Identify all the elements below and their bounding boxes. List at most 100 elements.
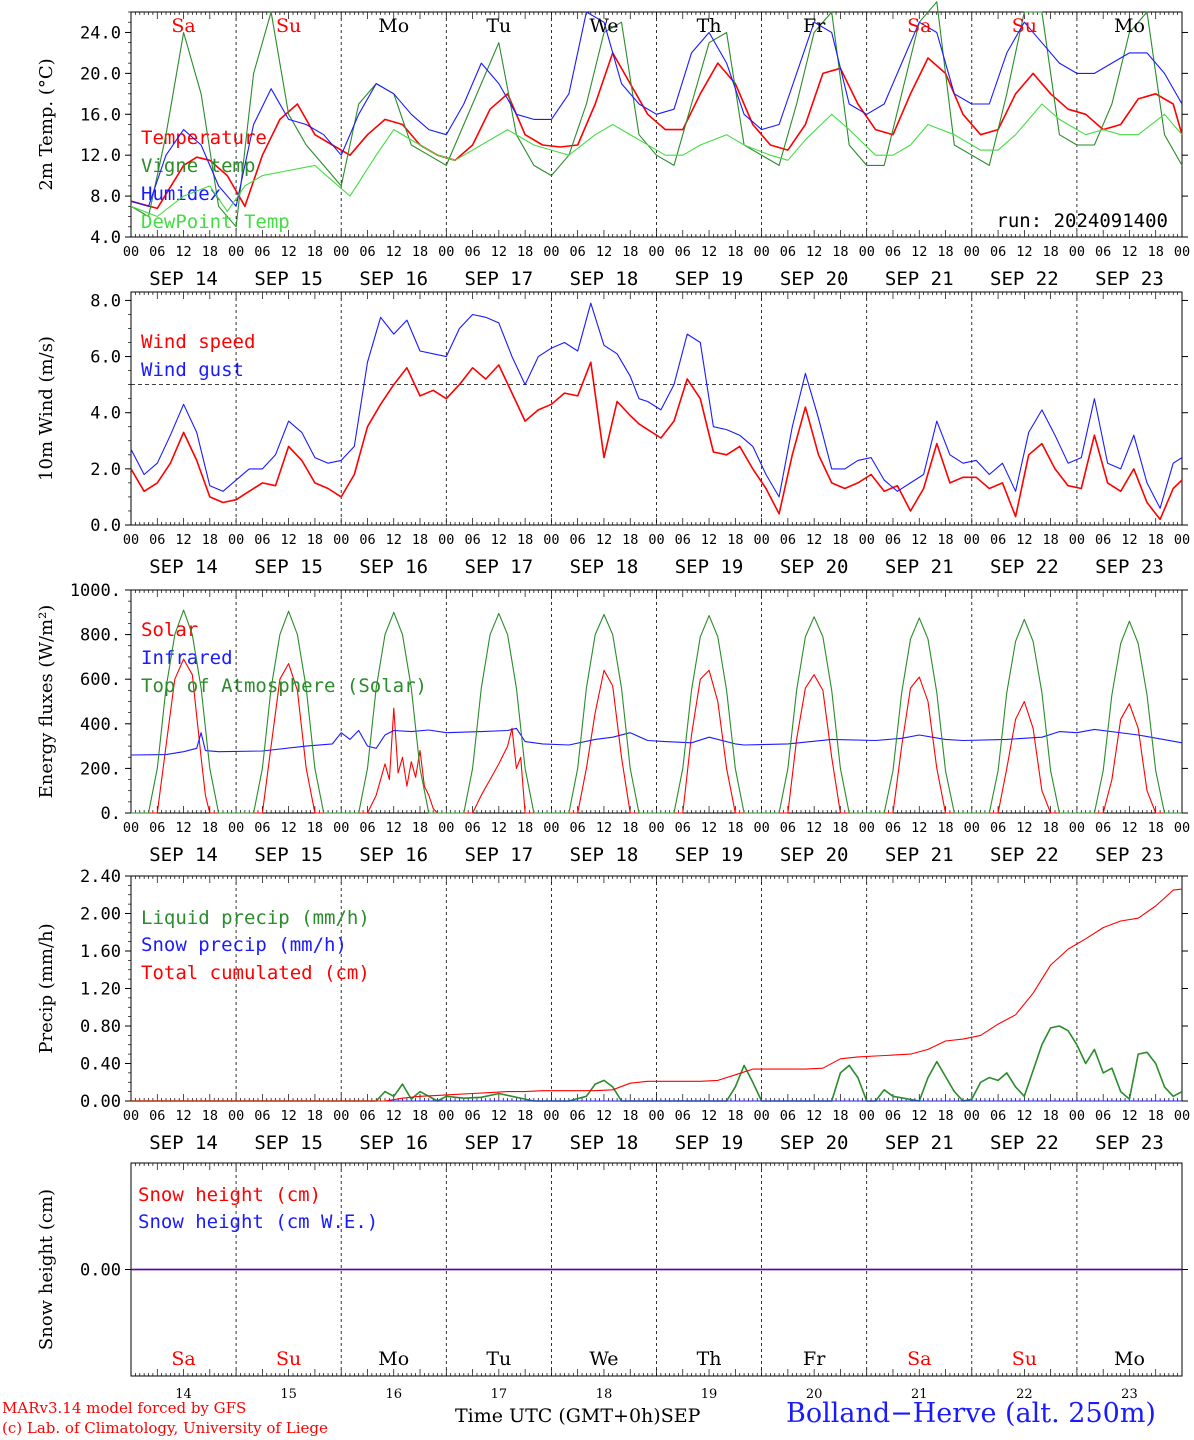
hour-tick-label: 00 [228, 820, 244, 836]
hour-tick-label: 06 [780, 820, 796, 836]
hour-tick-label: 00 [648, 1108, 664, 1124]
hour-tick-label: 06 [359, 820, 375, 836]
hour-tick-label: 12 [701, 244, 717, 260]
hour-tick-label: 18 [517, 820, 533, 836]
hour-tick-label: 12 [175, 1108, 191, 1124]
hour-tick-label: 06 [570, 532, 586, 548]
y-tick-label: 0.40 [80, 1055, 121, 1075]
hour-tick-label: 12 [806, 1108, 822, 1124]
legend-entry: Infrared [141, 647, 233, 669]
day-date-label: SEP 23 [1095, 1132, 1164, 1154]
hour-tick-label: 00 [648, 820, 664, 836]
weekday-label: Sa [171, 1348, 195, 1370]
hour-tick-label: 18 [622, 820, 638, 836]
weekday-label: Tu [486, 1348, 511, 1370]
y-tick-label: 0.00 [80, 1261, 121, 1281]
panel-3: 0. 200. 400. 600. 800. 1000. Energy fluxes (W/… [36, 581, 1190, 866]
day-date-label: SEP 21 [885, 844, 954, 866]
series-line-2 [130, 1, 1183, 228]
weekday-label: Th [697, 15, 722, 37]
y-tick-label: 1.20 [80, 980, 121, 1000]
hour-tick-label: 06 [464, 1108, 480, 1124]
hour-tick-label: 12 [596, 1108, 612, 1124]
day-number-label: 14 [175, 1387, 192, 1402]
day-date-label: SEP 22 [990, 1132, 1059, 1154]
y-tick-label: 0.00 [80, 1092, 121, 1112]
hour-tick-label: 12 [806, 532, 822, 548]
hour-tick-label: 18 [937, 820, 953, 836]
hour-tick-label: 12 [701, 820, 717, 836]
x-axis-title-text: Time UTC (GMT+0h) [455, 1405, 661, 1427]
hour-tick-label: 00 [333, 1108, 349, 1124]
hour-tick-label: 06 [885, 532, 901, 548]
hour-tick-label: 18 [307, 820, 323, 836]
hour-tick-label: 18 [307, 1108, 323, 1124]
hour-tick-label: 18 [307, 532, 323, 548]
hour-tick-label: 12 [1016, 1108, 1032, 1124]
hour-tick-label: 18 [1148, 820, 1164, 836]
day-date-label: SEP 14 [149, 556, 218, 578]
hour-tick-label: 00 [859, 820, 875, 836]
hour-tick-label: 12 [806, 820, 822, 836]
weekday-label: Mo [1114, 1348, 1145, 1370]
hour-tick-label: 18 [1042, 244, 1058, 260]
hour-tick-label: 00 [333, 820, 349, 836]
day-date-label: SEP 14 [149, 268, 218, 290]
day-date-label: SEP 14 [149, 1132, 218, 1154]
hour-tick-label: 06 [359, 244, 375, 260]
day-date-label: SEP 16 [359, 1132, 428, 1154]
day-date-label: SEP 19 [675, 844, 744, 866]
series-line-1 [131, 658, 1182, 814]
hour-tick-label: 18 [1042, 820, 1058, 836]
hour-tick-label: 06 [254, 820, 270, 836]
hour-tick-label: 06 [675, 244, 691, 260]
hour-tick-label: 00 [543, 820, 559, 836]
hour-tick-label: 00 [1174, 1108, 1190, 1124]
hour-tick-label: 18 [517, 1108, 533, 1124]
y-tick-label: 600. [80, 670, 121, 690]
hour-tick-label: 12 [491, 1108, 507, 1124]
hour-tick-label: 12 [281, 1108, 297, 1124]
hour-tick-label: 12 [911, 532, 927, 548]
hour-tick-label: 12 [911, 820, 927, 836]
day-date-label: SEP 16 [359, 556, 428, 578]
hour-tick-label: 00 [123, 1108, 139, 1124]
day-date-label: SEP 23 [1095, 556, 1164, 578]
hour-tick-label: 18 [727, 532, 743, 548]
hour-tick-label: 00 [1069, 244, 1085, 260]
hour-tick-label: 12 [1121, 244, 1137, 260]
hour-tick-label: 12 [1121, 820, 1137, 836]
hour-tick-label: 00 [859, 244, 875, 260]
hour-tick-label: 00 [1069, 1108, 1085, 1124]
hour-tick-label: 00 [648, 532, 664, 548]
day-date-label: SEP 20 [780, 556, 849, 578]
hour-tick-label: 06 [464, 820, 480, 836]
day-number-label: 17 [491, 1387, 508, 1402]
hour-tick-label: 00 [1174, 820, 1190, 836]
series-line-2 [130, 302, 1183, 509]
credit-lab: (c) Lab. of Climatology, University of L… [2, 1419, 328, 1437]
day-date-label: SEP 18 [570, 1132, 639, 1154]
hour-tick-label: 06 [885, 1108, 901, 1124]
day-date-label: SEP 21 [885, 556, 954, 578]
hour-tick-label: 06 [149, 820, 165, 836]
y-axis-label: Precip (mm/h) [36, 923, 57, 1053]
day-date-label: SEP 23 [1095, 268, 1164, 290]
y-axis-label: 2m Temp. (°C) [36, 58, 57, 190]
hour-tick-label: 18 [832, 1108, 848, 1124]
hour-tick-label: 00 [438, 820, 454, 836]
hour-tick-label: 06 [464, 532, 480, 548]
day-number-label: 23 [1121, 1387, 1138, 1402]
hour-tick-label: 00 [438, 532, 454, 548]
x-axis-title: Time UTC (GMT+0h)SEP [455, 1405, 700, 1427]
y-tick-label: 20.0 [80, 64, 121, 84]
hour-tick-label: 00 [859, 532, 875, 548]
hour-tick-label: 12 [175, 820, 191, 836]
hour-tick-label: 18 [1148, 1108, 1164, 1124]
day-date-label: SEP 16 [359, 844, 428, 866]
hour-tick-label: 12 [281, 532, 297, 548]
day-number-label: 19 [701, 1387, 718, 1402]
y-tick-label: 4.0 [90, 404, 121, 424]
hour-tick-label: 18 [622, 532, 638, 548]
hour-tick-label: 18 [832, 820, 848, 836]
